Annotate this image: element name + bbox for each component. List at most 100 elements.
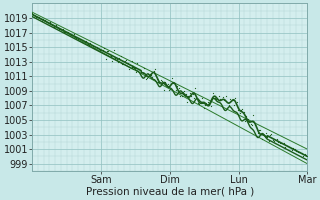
Point xyxy=(231,103,236,106)
Point xyxy=(89,43,94,46)
Point xyxy=(294,150,299,153)
Point xyxy=(122,59,127,62)
Point xyxy=(211,91,216,94)
Point xyxy=(143,78,148,81)
Point xyxy=(67,32,72,35)
Point xyxy=(218,98,223,101)
Point xyxy=(104,50,109,53)
Point xyxy=(169,77,174,80)
Point xyxy=(144,76,149,79)
Point xyxy=(61,30,67,33)
Point xyxy=(96,48,101,51)
Point xyxy=(164,83,169,87)
X-axis label: Pression niveau de la mer( hPa ): Pression niveau de la mer( hPa ) xyxy=(86,187,254,197)
Point xyxy=(278,141,284,144)
Point xyxy=(132,66,137,69)
Point xyxy=(229,99,234,103)
Point xyxy=(75,37,80,40)
Point xyxy=(204,102,209,105)
Point xyxy=(34,16,39,19)
Point xyxy=(273,141,278,144)
Point xyxy=(230,98,235,102)
Point xyxy=(215,99,220,102)
Point xyxy=(125,62,130,65)
Point xyxy=(190,93,195,96)
Point xyxy=(73,36,78,39)
Point xyxy=(51,23,56,27)
Point xyxy=(240,107,245,111)
Point xyxy=(223,95,228,98)
Point xyxy=(298,150,303,153)
Point xyxy=(95,45,100,48)
Point xyxy=(295,151,300,154)
Point xyxy=(265,135,270,139)
Point xyxy=(138,73,143,76)
Point xyxy=(118,54,123,57)
Point xyxy=(154,77,159,81)
Point xyxy=(56,27,61,30)
Point xyxy=(222,98,227,101)
Point xyxy=(183,93,188,96)
Point xyxy=(39,19,44,22)
Point xyxy=(193,86,198,89)
Point xyxy=(160,79,165,82)
Point xyxy=(266,139,271,142)
Point xyxy=(41,18,46,21)
Point xyxy=(274,137,279,141)
Point xyxy=(205,101,210,104)
Point xyxy=(30,11,35,15)
Point xyxy=(79,40,84,44)
Point xyxy=(280,142,285,145)
Point xyxy=(255,132,260,135)
Point xyxy=(208,104,213,108)
Point xyxy=(185,100,190,104)
Point xyxy=(52,26,57,29)
Point xyxy=(288,147,293,150)
Point xyxy=(53,23,58,26)
Point xyxy=(188,95,194,98)
Point xyxy=(114,57,119,61)
Point xyxy=(186,94,191,98)
Point xyxy=(136,67,141,70)
Point xyxy=(259,138,264,141)
Point xyxy=(99,48,104,51)
Point xyxy=(93,45,98,49)
Point xyxy=(147,72,152,76)
Point xyxy=(45,22,50,26)
Point xyxy=(251,113,256,116)
Point xyxy=(150,75,155,78)
Point xyxy=(157,81,162,84)
Point xyxy=(256,128,261,131)
Point xyxy=(219,104,224,107)
Point xyxy=(59,28,64,31)
Point xyxy=(247,120,252,123)
Point xyxy=(86,43,92,46)
Point xyxy=(276,140,281,143)
Point xyxy=(234,100,239,103)
Point xyxy=(103,57,108,61)
Point xyxy=(201,107,206,110)
Point xyxy=(55,25,60,29)
Point xyxy=(140,71,145,75)
Point xyxy=(120,62,125,65)
Point xyxy=(237,111,242,114)
Point xyxy=(244,114,249,118)
Point xyxy=(168,87,173,91)
Point xyxy=(287,145,292,148)
Point xyxy=(48,21,53,24)
Point xyxy=(253,125,259,128)
Point xyxy=(85,42,90,46)
Point xyxy=(84,39,89,42)
Point xyxy=(88,42,93,45)
Point xyxy=(258,129,263,132)
Point xyxy=(173,88,179,92)
Point xyxy=(142,66,147,70)
Point xyxy=(82,40,87,43)
Point xyxy=(77,36,82,39)
Point xyxy=(272,139,277,142)
Point xyxy=(227,97,232,100)
Point xyxy=(277,142,282,145)
Point xyxy=(268,134,273,137)
Point xyxy=(116,60,121,63)
Point xyxy=(66,31,71,34)
